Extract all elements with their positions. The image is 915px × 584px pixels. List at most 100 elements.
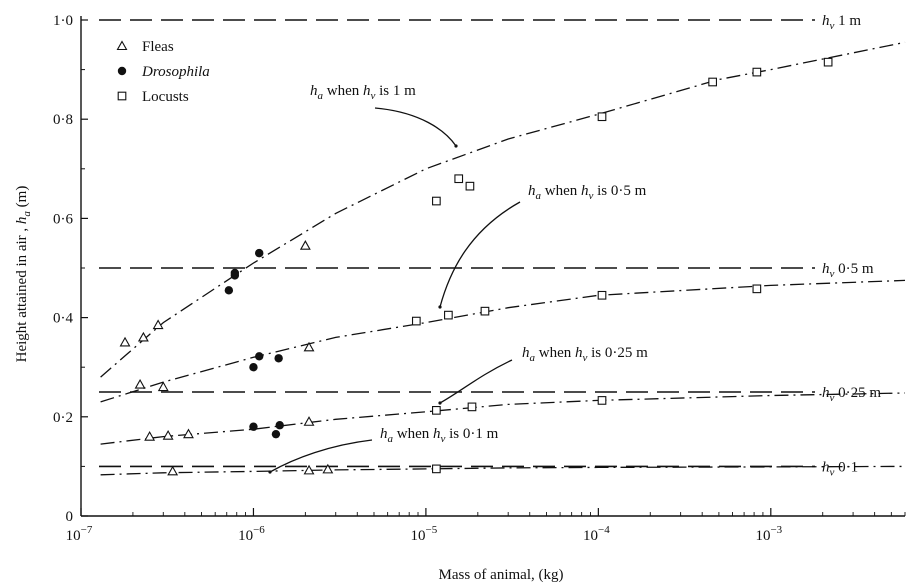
- x-tick-label: 10−3: [755, 524, 782, 544]
- drosophila-marker: [249, 363, 258, 372]
- flea-marker: [167, 465, 179, 476]
- locust-marker: [444, 310, 453, 320]
- annotation-arrow: [269, 439, 373, 473]
- fit-curve: [100, 41, 906, 378]
- ann-var: h: [310, 83, 318, 99]
- ref-label-sub: v: [830, 20, 835, 32]
- x-tick-exponent: −4: [598, 524, 610, 536]
- flea-marker: [162, 430, 174, 440]
- ann-text: when: [393, 426, 433, 442]
- x-tick-label: 10−6: [238, 524, 265, 544]
- ann-text: is 1 m: [375, 83, 416, 99]
- flea-marker: [119, 336, 131, 347]
- ref-label-sub: v: [830, 466, 835, 478]
- ann-var: h: [575, 345, 583, 361]
- y-title-var: h: [14, 217, 30, 225]
- ref-label-var: h: [822, 459, 830, 475]
- annotation-label: ha when hv is 0·5 m: [528, 183, 647, 202]
- y-tick-label: 0·8: [53, 112, 73, 128]
- ann-sub: a: [388, 433, 394, 445]
- drosophila-marker: [255, 248, 264, 258]
- ann-var: h: [581, 183, 589, 199]
- ann-text: is 0·25 m: [587, 345, 648, 361]
- locust-marker: [117, 91, 127, 101]
- drosophila-marker: [117, 66, 127, 76]
- x-tick-base: 10: [238, 528, 253, 544]
- x-tick-base: 10: [583, 528, 598, 544]
- flea-marker: [152, 319, 164, 330]
- fit-curve: [100, 392, 906, 445]
- x-tick-base: 10: [66, 528, 81, 544]
- y-tick-label: 0: [66, 509, 74, 525]
- drosophila-marker: [275, 421, 284, 430]
- axes: 00·20·40·60·81·010−7 10−6 10−5 10−4 10−3Mass…: [14, 13, 906, 583]
- annotation-label: ha when hv is 0·1 m: [380, 426, 499, 445]
- fit-curve: [100, 279, 906, 403]
- ref-label-var: h: [822, 13, 830, 29]
- flea-marker: [137, 331, 149, 342]
- annotation-arrow: [374, 107, 457, 147]
- ref-label-sub: v: [830, 392, 835, 404]
- y-tick-label: 0·2: [53, 410, 73, 426]
- ann-var: h: [528, 183, 536, 199]
- locust-marker: [467, 402, 477, 412]
- legend-label: Locusts: [142, 89, 189, 105]
- flea-marker: [303, 464, 315, 475]
- locust-marker: [752, 284, 762, 294]
- y-title-text: Height attained in air ,: [14, 224, 30, 362]
- x-tick-label: 10−7: [66, 524, 93, 544]
- annotation-arrow: [439, 359, 513, 404]
- locust-marker: [411, 316, 421, 326]
- annotation-arrow-head: [454, 144, 458, 148]
- annotations: ha when hv is 1 mha when hv is 0·5 mha w…: [268, 83, 648, 474]
- y-axis-title: Height attained in air , ha (m): [14, 186, 33, 363]
- ref-label-value: 0·1: [834, 459, 858, 475]
- locust-marker: [432, 464, 441, 474]
- ann-sub: a: [318, 90, 324, 102]
- annotation-label: ha when hv is 1 m: [310, 83, 416, 102]
- ann-text: when: [323, 83, 363, 99]
- ann-sub: v: [583, 352, 588, 364]
- x-axis-title: Mass of animal, (kg): [439, 567, 564, 583]
- ann-text: when: [535, 345, 575, 361]
- x-tick-label: 10−4: [583, 524, 610, 544]
- annotation-arrow-head: [438, 305, 442, 309]
- locust-marker: [480, 306, 490, 316]
- ann-var: h: [380, 426, 388, 442]
- ann-sub: v: [371, 90, 376, 102]
- ref-label-value: 0·5 m: [834, 261, 873, 277]
- ref-label-sub: v: [830, 268, 835, 280]
- ann-sub: a: [530, 352, 536, 364]
- flea-marker: [303, 341, 315, 352]
- y-title-text: (m): [14, 186, 30, 211]
- annotation-arrow: [439, 201, 521, 308]
- ann-sub: v: [441, 433, 446, 445]
- ann-var: h: [522, 345, 530, 361]
- ann-var: h: [363, 83, 371, 99]
- flea-marker: [134, 378, 146, 389]
- x-tick-label: 10−5: [411, 524, 438, 544]
- locust-marker: [752, 67, 762, 77]
- x-tick-exponent: −3: [770, 524, 782, 536]
- flea-marker: [116, 40, 128, 51]
- locust-marker: [465, 181, 475, 191]
- locust-marker: [454, 174, 464, 184]
- annotation-arrow-head: [268, 470, 272, 474]
- drosophila-marker: [230, 271, 240, 280]
- reference-line-label: hv 0·1: [822, 459, 858, 478]
- ann-sub: a: [536, 190, 542, 202]
- locust-marker: [597, 396, 607, 405]
- data-points: [119, 57, 833, 476]
- flea-marker: [322, 463, 334, 474]
- locust-marker: [823, 57, 833, 67]
- locust-marker: [432, 406, 441, 415]
- drosophila-marker: [249, 422, 258, 431]
- ref-label-value: 1 m: [834, 13, 861, 29]
- fit-curve: [100, 465, 906, 476]
- y-tick-label: 0·4: [53, 311, 73, 327]
- legend: Fleas Drosophila Locusts: [116, 39, 210, 105]
- locust-marker: [708, 77, 717, 87]
- y-tick-label: 0·6: [53, 211, 73, 227]
- locust-marker: [432, 196, 441, 206]
- flea-marker: [299, 240, 311, 250]
